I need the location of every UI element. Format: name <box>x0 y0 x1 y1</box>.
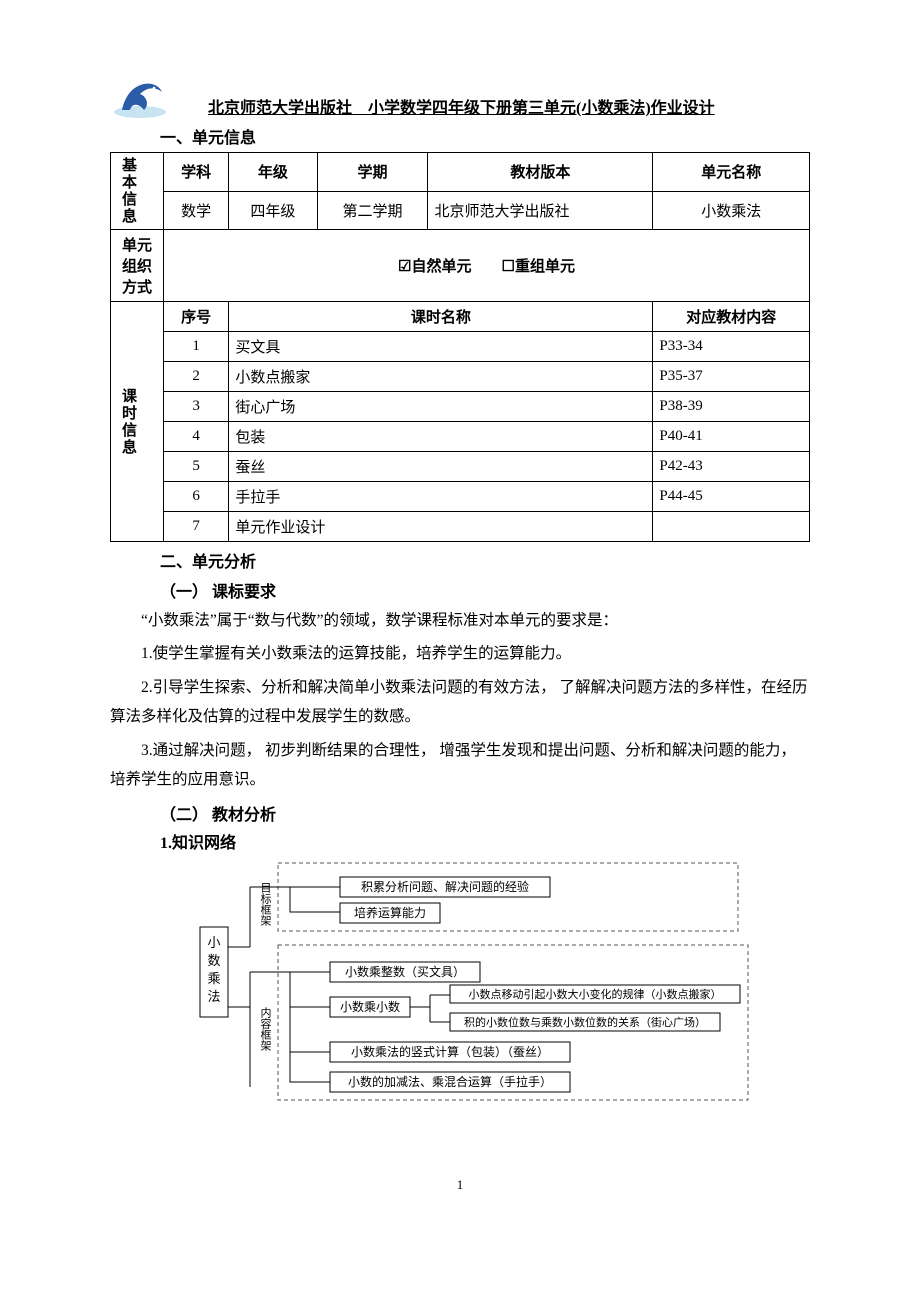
th-unit-name: 单元名称 <box>653 153 810 192</box>
val-term: 第二学期 <box>317 191 428 230</box>
para-1: “小数乘法”属于“数与代数”的领域，数学课程标准对本单元的要求是： <box>110 606 810 635</box>
org-value: ☑自然单元 ☐重组单元 <box>164 230 810 302</box>
lesson-no: 4 <box>164 422 229 452</box>
unit-info-table: 基本信息 学科 年级 学期 教材版本 单元名称 数学 四年级 第二学期 北京师范… <box>110 152 810 542</box>
lesson-name: 蚕丝 <box>229 452 653 482</box>
svg-text:数: 数 <box>207 953 220 968</box>
lesson-name: 买文具 <box>229 332 653 362</box>
lesson-no: 5 <box>164 452 229 482</box>
table-row: 5蚕丝P42-43 <box>111 452 810 482</box>
goal-frame-label: 目标框架 <box>259 882 272 926</box>
table-row: 7单元作业设计 <box>111 512 810 542</box>
table-row: 1买文具P33-34 <box>111 332 810 362</box>
sub2-title: （二） 教材分析 <box>160 801 810 825</box>
lesson-pages: P40-41 <box>653 422 810 452</box>
lesson-name: 街心广场 <box>229 392 653 422</box>
row-head-basic: 基本信息 <box>117 157 139 225</box>
lesson-pages: P38-39 <box>653 392 810 422</box>
th-no: 序号 <box>164 302 229 332</box>
svg-text:法: 法 <box>207 989 220 1004</box>
val-subject: 数学 <box>164 191 229 230</box>
table-row: 6手拉手P44-45 <box>111 482 810 512</box>
content-frame-label: 内容框架 <box>259 1005 272 1050</box>
lesson-pages: P33-34 <box>653 332 810 362</box>
lesson-no: 1 <box>164 332 229 362</box>
val-textbook: 北京师范大学出版社 <box>428 191 653 230</box>
content-item: 小数乘整数（买文具） <box>345 964 465 979</box>
para-2: 1.使学生掌握有关小数乘法的运算技能，培养学生的运算能力。 <box>110 639 810 668</box>
knowledge-network-diagram: 小 数 乘 法 目标框架 积累分析问题、解决问题的经验 培养运算能力 内容框架 … <box>170 857 750 1107</box>
th-textbook: 教材版本 <box>428 153 653 192</box>
table-row: 2小数点搬家P35-37 <box>111 362 810 392</box>
lesson-no: 2 <box>164 362 229 392</box>
lesson-name: 手拉手 <box>229 482 653 512</box>
lesson-name: 单元作业设计 <box>229 512 653 542</box>
section2-title: 二、单元分析 <box>160 548 810 572</box>
page-title: 北京师范大学出版社 小学数学四年级下册第三单元(小数乘法)作业设计 <box>178 94 715 120</box>
header-row: 北京师范大学出版社 小学数学四年级下册第三单元(小数乘法)作业设计 <box>110 70 810 120</box>
lesson-name: 小数点搬家 <box>229 362 653 392</box>
th-grade: 年级 <box>229 153 317 192</box>
content-sub-item: 积的小数位数与乘数小数位数的关系（街心广场） <box>464 1015 706 1029</box>
lesson-no: 3 <box>164 392 229 422</box>
goal-item: 培养运算能力 <box>354 905 426 920</box>
content-item: 小数乘小数 <box>340 999 400 1014</box>
sub1-title: （一） 课标要求 <box>160 578 810 602</box>
lesson-no: 7 <box>164 512 229 542</box>
section1-title: 一、单元信息 <box>160 124 810 148</box>
content-sub-item: 小数点移动引起小数大小变化的规律（小数点搬家） <box>469 987 722 1001</box>
th-term: 学期 <box>317 153 428 192</box>
para-3: 2.引导学生探索、分析和解决简单小数乘法问题的有效方法， 了解解决问题方法的多样… <box>110 673 810 732</box>
table-row: 3街心广场P38-39 <box>111 392 810 422</box>
para-4: 3.通过解决问题， 初步判断结果的合理性， 增强学生发现和提出问题、分析和解决问… <box>110 736 810 795</box>
knowledge-net-title: 1.知识网络 <box>160 829 810 853</box>
content-item: 小数乘法的竖式计算（包装）（蚕丝） <box>351 1044 549 1059</box>
lesson-pages: P35-37 <box>653 362 810 392</box>
page-number: 1 <box>110 1177 810 1193</box>
table-row: 4包装P40-41 <box>111 422 810 452</box>
lesson-pages <box>653 512 810 542</box>
dolphin-logo-icon <box>110 70 170 120</box>
val-unit-name: 小数乘法 <box>653 191 810 230</box>
diagram-root: 小 <box>207 935 220 950</box>
content-item: 小数的加减法、乘混合运算（手拉手） <box>348 1074 552 1089</box>
lesson-pages: P44-45 <box>653 482 810 512</box>
th-subject: 学科 <box>164 153 229 192</box>
lessons-label: 课时信息 <box>117 388 139 456</box>
th-pages: 对应教材内容 <box>653 302 810 332</box>
lesson-pages: P42-43 <box>653 452 810 482</box>
org-label: 单元组织方式 <box>111 230 164 302</box>
lesson-name: 包装 <box>229 422 653 452</box>
svg-text:乘: 乘 <box>207 971 220 986</box>
val-grade: 四年级 <box>229 191 317 230</box>
th-name: 课时名称 <box>229 302 653 332</box>
lesson-no: 6 <box>164 482 229 512</box>
goal-item: 积累分析问题、解决问题的经验 <box>361 879 529 894</box>
